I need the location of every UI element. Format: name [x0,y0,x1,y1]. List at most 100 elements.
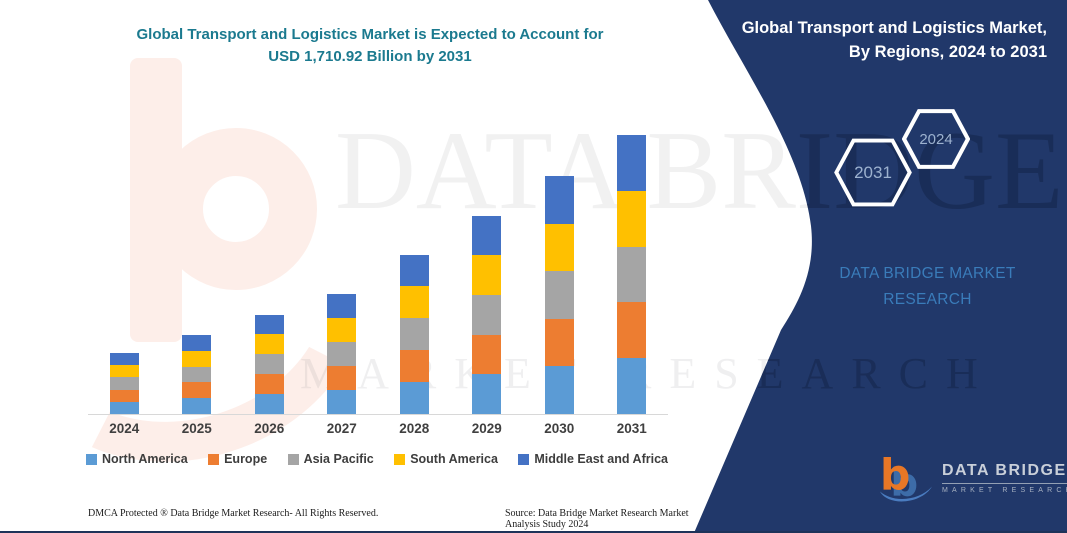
x-tick-label-2029: 2029 [471,421,502,436]
bar-segment-south-america [544,223,574,272]
dbmr-logo-sub: MARKET RESEARCH [942,487,1067,494]
legend-swatch [394,453,406,465]
stacked-bar-2028 [399,254,429,414]
bar-segment-europe [254,374,284,395]
legend-item-south-america: South America [394,452,498,466]
bar-segment-south-america [472,255,502,295]
svg-text:b: b [880,452,910,500]
bar-segment-middle-east-and-africa [254,314,284,335]
legend-swatch [518,453,530,465]
panel-brand-line2: RESEARCH [883,291,972,309]
bar-segment-middle-east-and-africa [544,176,574,224]
bar-segment-europe [182,382,212,399]
stacked-bar-2031 [617,135,647,414]
bar-segment-north-america [254,394,284,414]
stacked-bar-2024 [109,353,139,414]
legend-label: Europe [224,452,268,466]
bar-segment-asia-pacific [109,377,139,390]
bar-segment-asia-pacific [254,354,284,375]
bar-segment-north-america [109,401,139,414]
bar-slot-2024 [88,118,161,414]
bar-segment-middle-east-and-africa [617,135,647,191]
hexagon-outline [834,138,912,207]
legend-swatch [208,453,220,465]
bar-segment-middle-east-and-africa [182,335,212,351]
stacked-bar-2027 [327,294,357,414]
side-panel-background [694,0,1067,533]
x-axis-labels: 2024 2025 2026 2027 2028 2029 2030 2031 [88,421,668,436]
x-tick-label-2028: 2028 [399,421,430,436]
bottom-border-line [0,531,1067,533]
bar-slot-2030 [523,118,596,414]
bar-segment-south-america [182,350,212,367]
legend: North America Europe Asia Pacific South Ame… [86,452,668,466]
x-tick-label-2031: 2031 [616,421,647,436]
bar-segment-asia-pacific [472,294,502,335]
footer-dmca-text: DMCA Protected ® Data Bridge Market Rese… [88,508,379,519]
side-panel-title-line2: By Regions, 2024 to 2031 [848,42,1047,61]
stacked-bar-2026 [254,314,284,414]
bar-segment-north-america [544,366,574,414]
bar-slot-2031 [596,118,669,414]
x-tick-label-2026: 2026 [254,421,285,436]
dbmr-logo-mark-icon: b b [879,452,932,504]
chart-title: Global Transport and Logistics Market is… [70,24,670,68]
legend-item-north-america: North America [86,452,188,466]
panel-brand-text: DATA BRIDGE MARKET RESEARCH [800,261,1055,314]
bar-segment-europe [327,366,357,390]
legend-item-asia-pacific: Asia Pacific [287,452,374,466]
bar-segment-middle-east-and-africa [109,353,139,366]
bar-segment-south-america [617,190,647,247]
legend-label: North America [102,452,188,466]
bar-segment-europe [617,302,647,359]
panel-brand-line1: DATA BRIDGE MARKET [839,265,1016,282]
bar-segment-asia-pacific [617,246,647,303]
bar-segment-europe [544,318,574,367]
bar-segment-north-america [617,358,647,414]
bar-segment-south-america [399,286,429,319]
x-tick-label-2027: 2027 [326,421,357,436]
stacked-bar-2030 [544,176,574,414]
x-tick-label-2025: 2025 [181,421,212,436]
hexagon-2031: 2031 [834,137,912,208]
bar-segment-europe [399,350,429,383]
hexagon-2031-label: 2031 [854,162,892,182]
plot-area [88,118,668,415]
footer: DMCA Protected ® Data Bridge Market Rese… [0,508,700,530]
hexagon-outline [902,109,970,169]
bar-slot-2026 [233,118,306,414]
legend-swatch [287,453,299,465]
bar-slot-2029 [451,118,524,414]
side-panel-title: Global Transport and Logistics Market, B… [707,17,1047,65]
x-tick-label-2024: 2024 [109,421,140,436]
legend-swatch [86,453,97,465]
stacked-bar-2029 [472,215,502,414]
bar-segment-middle-east-and-africa [472,215,502,256]
bar-segment-north-america [327,390,357,414]
hexagon-2024-label: 2024 [919,130,953,148]
chart-title-line1: Global Transport and Logistics Market is… [136,26,604,43]
bar-segment-asia-pacific [544,271,574,319]
dbmr-logo-name: DATA BRIDGE [942,462,1067,484]
bar-segment-north-america [182,398,212,414]
bar-segment-asia-pacific [399,318,429,351]
svg-text:b: b [891,460,919,504]
bar-segment-asia-pacific [327,342,357,366]
legend-item-middle-east-and-africa: Middle East and Africa [518,452,668,466]
bar-segment-south-america [109,365,139,378]
legend-label: Middle East and Africa [534,452,668,466]
bar-slot-2025 [161,118,234,414]
stacked-bar-2025 [182,335,212,414]
bar-slot-2027 [306,118,379,414]
bar-segment-middle-east-and-africa [399,254,429,287]
bar-segment-north-america [399,382,429,414]
legend-item-europe: Europe [208,452,267,466]
legend-label: South America [410,452,498,466]
footer-source-text: Source: Data Bridge Market Research Mark… [505,508,689,530]
bar-segment-south-america [327,318,357,342]
stacked-bar-chart: 2024 2025 2026 2027 2028 2029 2030 2031 [88,118,668,436]
chart-title-line2: USD 1,710.92 Billion by 2031 [268,47,472,65]
bar-segment-europe [109,389,139,402]
legend-label: Asia Pacific [303,452,374,466]
bar-segment-middle-east-and-africa [327,294,357,318]
